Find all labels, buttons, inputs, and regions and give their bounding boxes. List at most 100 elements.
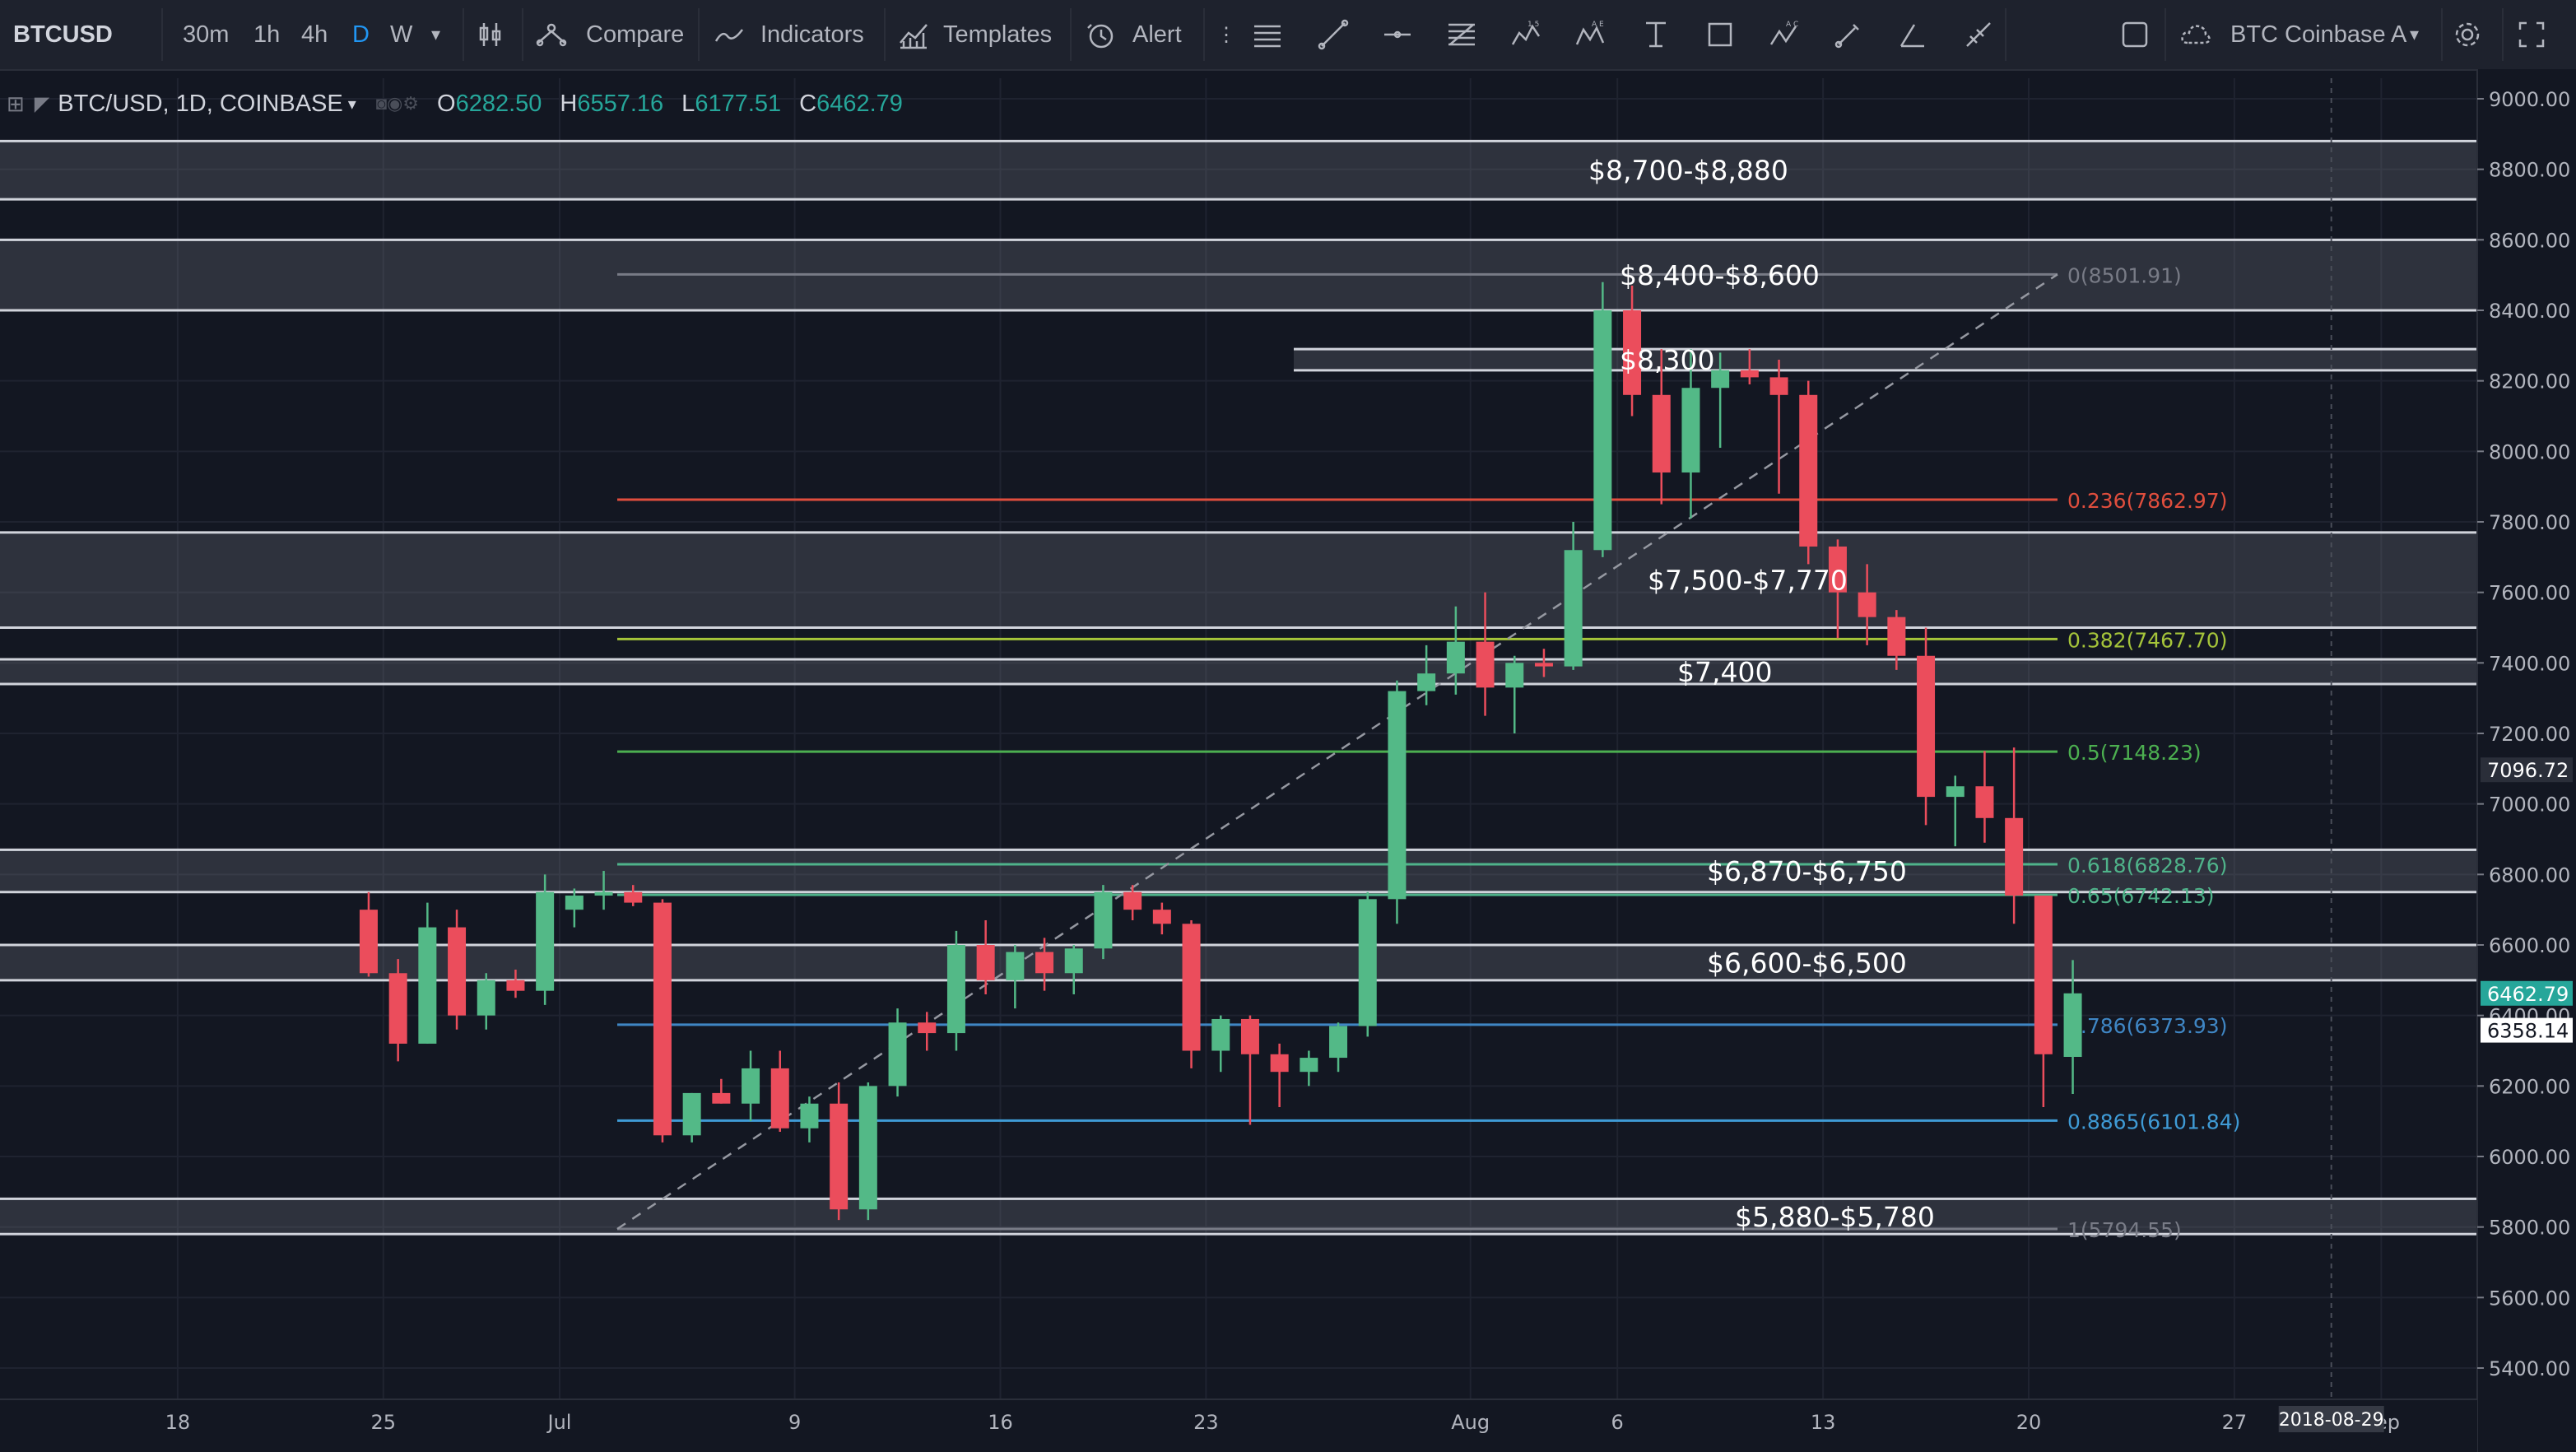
symbol-title[interactable]: BTC/USD, 1D, COINBASE (58, 90, 343, 117)
fib-retracement-icon[interactable] (1445, 18, 1478, 51)
price-label-text: 6462.79 (2487, 983, 2569, 1006)
horizontal-ray-icon[interactable] (1381, 18, 1414, 51)
time-tick-label: 13 (1811, 1411, 1836, 1434)
time-tick-label: 16 (988, 1411, 1013, 1434)
high-value: 6557.16 (577, 90, 664, 117)
time-label-box (2278, 1406, 2384, 1432)
candle-body (1593, 310, 1612, 551)
price-tick-label: 5600.00 (2489, 1287, 2570, 1310)
interval-1h[interactable]: 1h (253, 21, 281, 48)
zone-label: $6,600-$6,500 (1707, 947, 1907, 979)
toolbar-divider (2005, 8, 2006, 61)
templates-button[interactable]: Templates (943, 21, 1053, 48)
candle-body (506, 980, 525, 991)
candle-body (1681, 388, 1700, 473)
high-label: H (560, 90, 578, 117)
candle-body (1417, 673, 1436, 691)
svg-text:A E: A E (1592, 21, 1604, 29)
fib-level-label: 0.236(7862.97) (2067, 489, 2227, 513)
candle-body (1740, 370, 1759, 378)
candle-body (1094, 891, 1113, 949)
candle-body (565, 896, 584, 910)
measure-icon[interactable] (1962, 18, 1995, 51)
candle-body (1123, 891, 1142, 910)
collapse-legend-icon[interactable]: ⊞ (7, 91, 25, 116)
time-tick-label: 6 (1611, 1411, 1624, 1434)
candle-body (448, 927, 467, 1016)
brush-icon[interactable] (1832, 18, 1865, 51)
close-value: 6462.79 (816, 90, 903, 117)
interval-d[interactable]: D (352, 21, 370, 48)
templates-icon[interactable] (897, 18, 930, 51)
layout-dropdown-icon[interactable]: ▾ (2410, 24, 2420, 44)
candle-body (1623, 310, 1642, 395)
interval-4h[interactable]: 4h (301, 21, 328, 48)
price-chart[interactable]: 0(8501.91) 0.236(7862.97) 0.382(7467.70) 0.… (0, 69, 2576, 1452)
cloud-icon[interactable] (2179, 18, 2212, 51)
candle-body (1476, 641, 1495, 688)
pattern-ae-icon[interactable]: A E (1574, 18, 1607, 51)
angle-icon[interactable] (1896, 18, 1929, 51)
time-tick-label: 23 (1193, 1411, 1219, 1434)
candle-body (653, 902, 672, 1136)
zone-labels: $8,700-$8,880 $8,400-$8,600 $8,300 $7,500-$… (1588, 155, 1935, 1233)
toolbar-divider (698, 8, 700, 61)
support-resistance-zones (0, 139, 2477, 1236)
layout-square-icon[interactable] (2118, 18, 2151, 51)
price-label-box (2481, 1017, 2573, 1043)
toolbar-divider (2441, 8, 2443, 61)
horizontal-lines-icon[interactable] (1251, 18, 1284, 51)
zone-band (0, 659, 2477, 685)
compare-button[interactable]: Compare (586, 21, 685, 48)
pattern-15-icon[interactable]: 1 5 (1509, 18, 1542, 51)
low-value: 6177.51 (695, 90, 782, 117)
candle-body (1711, 370, 1730, 389)
fib-level-label: 0.382(7467.70) (2067, 628, 2227, 652)
alert-button[interactable]: Alert (1132, 21, 1182, 48)
price-tick-label: 6800.00 (2489, 863, 2570, 887)
candle-body (1064, 948, 1083, 974)
candle-body (1358, 899, 1377, 1026)
pattern-ac-icon[interactable]: A C (1768, 18, 1801, 51)
candle-body (1828, 546, 1847, 593)
chart-type-icon[interactable] (474, 18, 507, 51)
candles (359, 282, 2082, 1221)
candle-body (1534, 663, 1553, 667)
candle-body (976, 945, 995, 980)
fullscreen-icon[interactable] (2515, 18, 2548, 51)
candle-body (1152, 910, 1171, 924)
indicators-icon[interactable] (713, 18, 746, 51)
settings-icon[interactable] (2451, 18, 2484, 51)
time-axis-background (0, 1399, 2477, 1452)
time-tick-label: Jul (546, 1411, 572, 1434)
symbol-dropdown-icon[interactable]: ▾ (347, 95, 356, 114)
rectangle-icon[interactable] (1704, 18, 1737, 51)
candle-body (1329, 1026, 1348, 1059)
layout-name[interactable]: BTC Coinbase A (2230, 21, 2407, 48)
interval-dropdown-icon[interactable]: ▾ (431, 24, 441, 44)
price-tick-label: 9000.00 (2489, 88, 2570, 111)
drawing-toolbar-handle[interactable]: ⋮ (1216, 23, 1236, 46)
zone-label: $7,500-$7,770 (1648, 565, 1848, 597)
zone-band (1294, 349, 2477, 370)
candle-body (682, 1092, 701, 1136)
trend-line-icon[interactable] (1317, 18, 1350, 51)
text-tool-icon[interactable] (1639, 18, 1672, 51)
compare-icon[interactable] (535, 18, 568, 51)
legend-eye-icon[interactable]: ◙◉⚙ (375, 93, 419, 114)
candle-body (477, 980, 495, 1016)
price-tick-label: 7800.00 (2489, 511, 2570, 534)
interval-w[interactable]: W (390, 21, 413, 48)
alert-icon[interactable] (1085, 18, 1118, 51)
candle-body (1300, 1058, 1318, 1073)
price-axis[interactable]: 9000.00 8800.00 8600.00 8400.00 8200.00 8000.… (2476, 69, 2576, 1452)
time-tick-label: 9 (788, 1411, 801, 1434)
flag-icon[interactable]: ◤ (34, 92, 50, 115)
time-axis[interactable]: 1825Jul91623Aug6132027Sep2018-08-29 (0, 78, 2477, 1452)
interval-30m[interactable]: 30m (183, 21, 230, 48)
symbol-search[interactable]: BTCUSD (13, 21, 113, 48)
indicators-button[interactable]: Indicators (760, 21, 864, 48)
svg-text:A C: A C (1786, 21, 1798, 29)
candle-body (1917, 655, 1936, 798)
price-tick-label: 6200.00 (2489, 1075, 2570, 1098)
